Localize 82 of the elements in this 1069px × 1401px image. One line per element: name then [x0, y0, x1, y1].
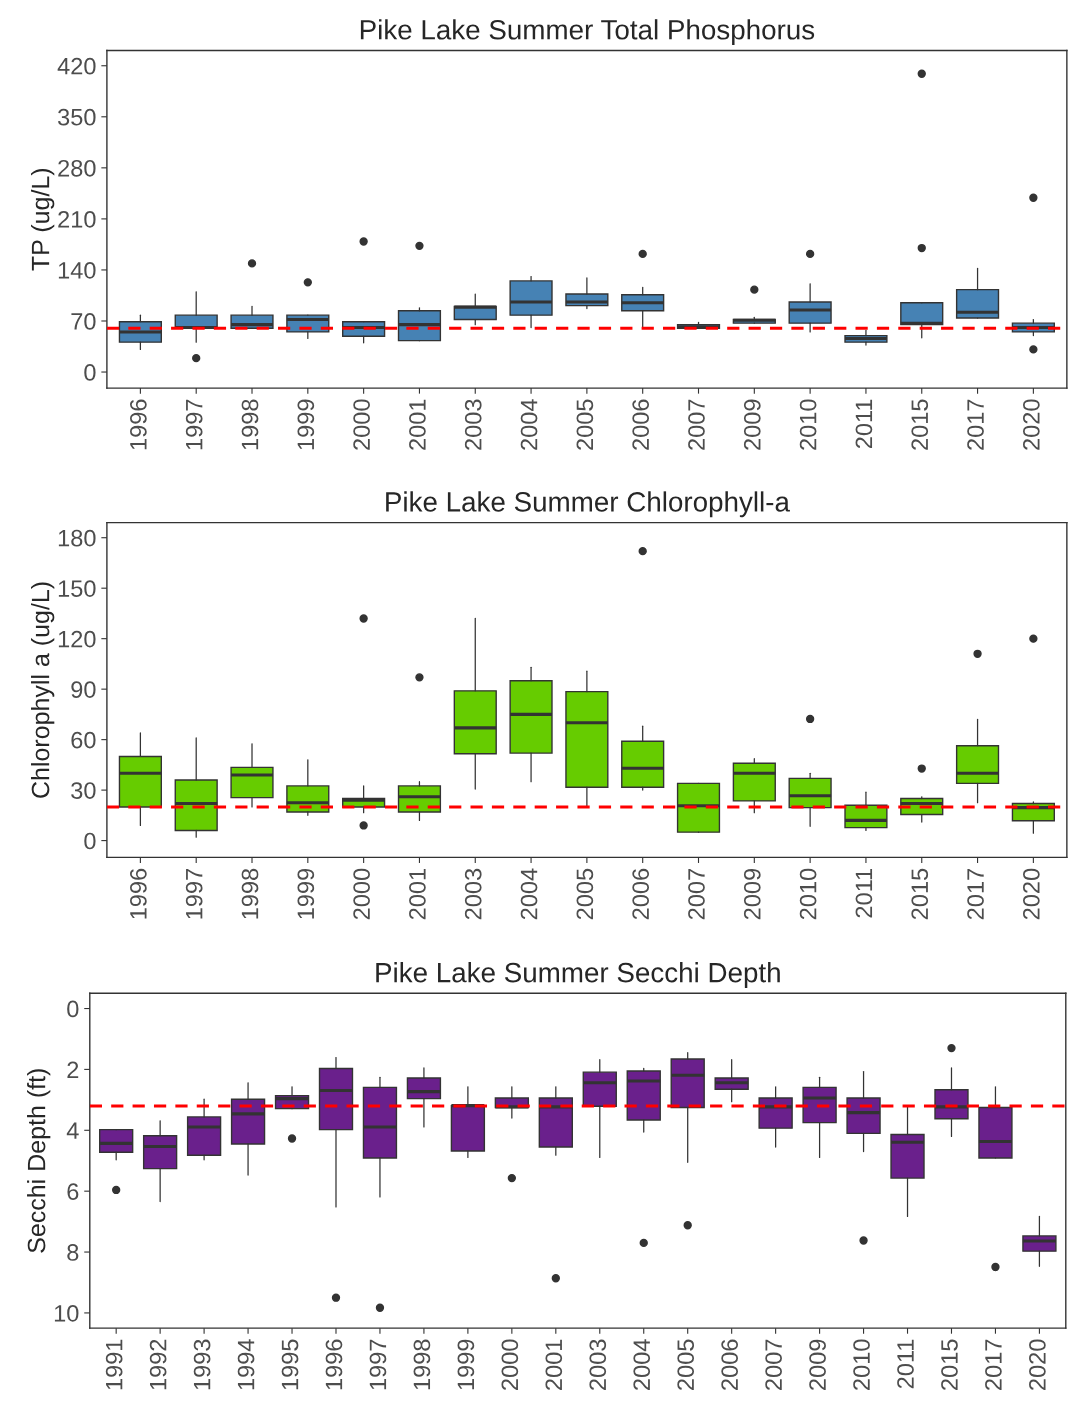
- x-tick-label: 2005: [576, 868, 594, 920]
- y-tick-label: 4: [66, 1122, 79, 1139]
- x-tick-label: 1997: [185, 869, 203, 919]
- x-tick-label: 2007: [688, 869, 705, 920]
- x-tick-label: 1998: [413, 1339, 431, 1390]
- x-tick-label: 2004: [633, 1339, 651, 1390]
- y-tick-label: 150: [58, 580, 96, 597]
- y-tick-label: 60: [71, 731, 96, 749]
- x-tick-label: 2003: [464, 868, 482, 920]
- chart-title: Pike Lake Summer Chlorophyll-a: [386, 491, 790, 518]
- x-tick-label: 2015: [941, 1339, 958, 1390]
- y-tick-label: 10: [54, 1305, 79, 1322]
- x-tick-label: 1997: [369, 1339, 387, 1390]
- x-tick-label: 2009: [743, 399, 761, 450]
- x-tick-label: 2017: [967, 399, 984, 450]
- x-tick-label: 2017: [967, 869, 984, 920]
- x-tick-label: 2001: [409, 399, 426, 450]
- x-tick-label: 2011: [897, 1339, 914, 1389]
- x-tick-label: 1995: [281, 1339, 299, 1390]
- y-tick-label: 8: [67, 1244, 79, 1261]
- x-tick-label: 2010: [853, 1339, 870, 1390]
- x-tick-label: 2009: [743, 868, 761, 920]
- x-tick-label: 2006: [721, 1339, 739, 1390]
- x-tick-label: 2004: [520, 868, 538, 920]
- x-tick-label: 1996: [130, 868, 147, 919]
- y-axis-title: TP (ug/L): [31, 168, 55, 271]
- x-tick-label: 2006: [632, 399, 650, 450]
- x-tick-label: 1991: [105, 1339, 123, 1390]
- x-tick-label: 2020: [1022, 868, 1040, 920]
- x-tick-label: 1996: [325, 1339, 343, 1390]
- x-tick-label: 2011: [855, 868, 873, 918]
- x-tick-label: 1994: [237, 1339, 255, 1390]
- x-tick-label: 1992: [149, 1339, 167, 1390]
- x-tick-label: 2006: [632, 868, 650, 920]
- y-tick-label: 0: [84, 364, 96, 381]
- x-tick-label: 2015: [911, 399, 929, 450]
- x-tick-label: 2000: [501, 1339, 519, 1390]
- x-tick-label: 1998: [241, 399, 259, 450]
- x-tick-label: 2010: [799, 399, 817, 450]
- x-tick-label: 1998: [241, 868, 259, 919]
- x-tick-label: 2000: [353, 868, 370, 920]
- x-tick-label: 2001: [545, 1339, 563, 1390]
- y-tick-label: 6: [67, 1183, 79, 1200]
- x-tick-label: 1999: [297, 399, 315, 450]
- x-tick-label: 2009: [809, 1339, 826, 1390]
- chart-title: Pike Lake Summer Total Phosphorus: [360, 19, 815, 46]
- y-tick-label: 280: [58, 159, 96, 177]
- y-tick-label: 180: [58, 529, 96, 547]
- x-tick-label: 1999: [457, 1339, 475, 1390]
- x-tick-label: 2010: [799, 868, 817, 920]
- y-tick-label: 30: [71, 782, 96, 799]
- x-tick-label: 2007: [688, 399, 705, 450]
- x-tick-label: 2011: [855, 399, 873, 449]
- x-tick-label: 2004: [520, 399, 538, 450]
- x-tick-label: 2005: [677, 1339, 695, 1390]
- y-tick-label: 210: [58, 210, 96, 228]
- x-tick-label: 1993: [193, 1339, 211, 1390]
- y-tick-label: 70: [71, 313, 96, 330]
- x-tick-label: 2020: [1029, 1339, 1046, 1390]
- y-axis-title: Chlorophyll a (ug/L): [31, 582, 55, 798]
- x-tick-label: 1999: [297, 868, 315, 919]
- y-tick-label: 420: [57, 57, 96, 75]
- y-tick-label: 120: [58, 630, 96, 648]
- y-axis-title: Secchi Depth (ft): [27, 1069, 51, 1253]
- y-tick-label: 350: [57, 108, 96, 126]
- x-tick-label: 2003: [464, 399, 482, 450]
- x-tick-label: 1997: [185, 399, 203, 450]
- y-tick-label: 0: [67, 1000, 79, 1018]
- y-tick-label: 2: [67, 1061, 79, 1078]
- x-tick-label: 2000: [353, 399, 370, 450]
- chart-title: Pike Lake Summer Secchi Depth: [376, 962, 780, 988]
- x-tick-label: 2020: [1022, 399, 1040, 450]
- x-tick-label: 2001: [409, 868, 426, 920]
- y-tick-label: 0: [84, 832, 96, 850]
- x-tick-label: 1996: [130, 399, 147, 450]
- x-tick-label: 2007: [765, 1339, 782, 1390]
- x-tick-label: 2003: [589, 1339, 607, 1390]
- x-tick-label: 2017: [985, 1339, 1002, 1390]
- x-tick-label: 2005: [576, 399, 594, 450]
- y-tick-label: 90: [71, 681, 96, 698]
- x-tick-label: 2015: [911, 868, 929, 920]
- y-tick-label: 140: [58, 262, 96, 279]
